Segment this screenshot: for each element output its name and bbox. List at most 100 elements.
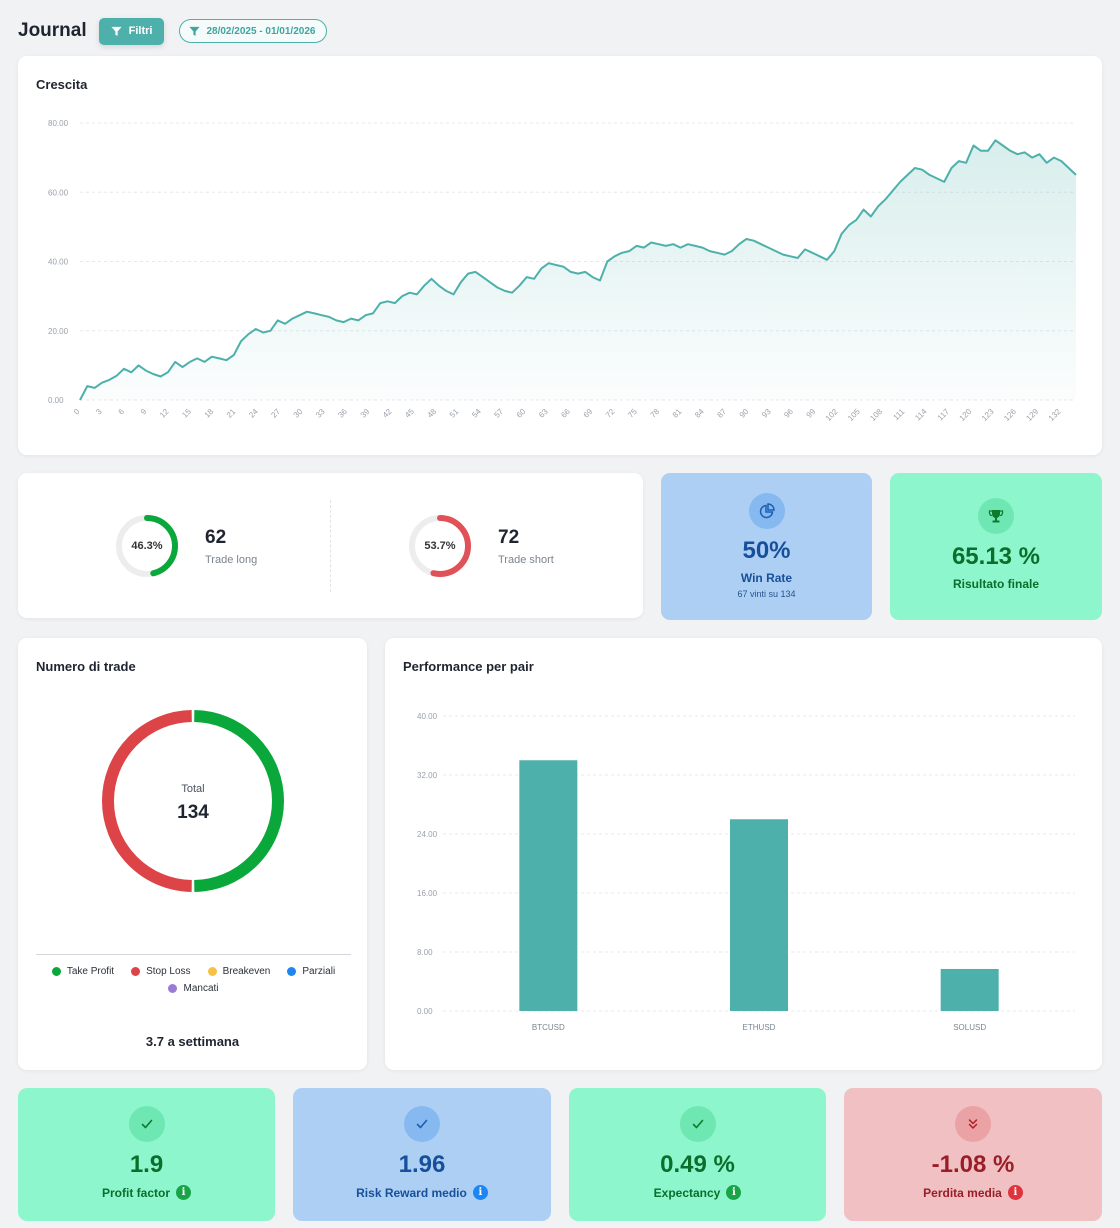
ring-progress	[409, 515, 471, 577]
long-count: 62	[205, 526, 227, 548]
long-percent: 46.3%	[131, 540, 163, 552]
donut-slice-take-profit	[194, 710, 284, 892]
pair-performance-card: 0.00 8.00 16.00 24.00 32.00 40.00 BTCUSD ETHUSD…	[385, 638, 1102, 1070]
x-tick-label: 36	[336, 407, 349, 420]
short-label: Trade short	[498, 553, 554, 566]
x-tick-label: 27	[269, 407, 282, 420]
x-tick-label: 6	[116, 407, 126, 417]
profit-factor-value: 1.9	[129, 1151, 164, 1178]
info-icon[interactable]: i	[176, 1185, 191, 1200]
pair-performance-chart: 0.00 8.00 16.00 24.00 32.00 40.00 BTCUSD ETHUSD…	[417, 712, 1075, 1032]
filter-icon	[111, 26, 122, 36]
ring-progress	[116, 515, 178, 577]
date-range-chip[interactable]: 28/02/2025 - 01/01/2026	[179, 19, 328, 43]
trades-per-week: 3.7 a settimana	[145, 1034, 240, 1049]
x-tick-label: 42	[381, 407, 394, 420]
short-trades-block: 53.7% 72 Trade short	[407, 511, 554, 581]
legend-item[interactable]: Parziali	[287, 965, 335, 977]
short-ring: 53.7%	[407, 513, 473, 579]
x-tick-label: 99	[805, 407, 818, 420]
trophy-icon	[978, 498, 1014, 534]
x-tick-label: 21	[225, 407, 238, 420]
legend-label: Breakeven	[222, 965, 271, 977]
y-tick-label: 32.00	[417, 771, 438, 780]
page-header: Journal Filtri 28/02/2025 - 01/01/2026	[18, 17, 328, 45]
x-tick-label: 54	[470, 407, 483, 420]
y-tick-label: 24.00	[417, 830, 438, 839]
legend-label: Mancati	[183, 982, 219, 994]
x-tick-label: 57	[492, 407, 505, 420]
y-tick-label: 40.00	[417, 712, 438, 721]
donut-total: 134	[177, 802, 209, 823]
bar-btcusd	[519, 760, 578, 1011]
win-rate-value: 50%	[742, 537, 791, 564]
filter-button-label: Filtri	[128, 25, 153, 37]
bar-ethusd	[730, 819, 788, 1011]
avg-loss-label: Perdita media i	[844, 1185, 1102, 1200]
x-tick-label: 33	[314, 407, 327, 420]
final-result-label: Risultato finale	[890, 577, 1102, 591]
long-ring: 46.3%	[114, 513, 180, 579]
x-tick-label: SOLUSD	[953, 1023, 986, 1032]
donut-total-label: Total	[181, 783, 205, 795]
legend-dot	[131, 966, 141, 976]
expectancy-card: 0.49 % Expectancy i	[569, 1088, 826, 1221]
legend-item[interactable]: Breakeven	[207, 965, 271, 977]
y-tick-label: 0.00	[48, 396, 64, 405]
x-tick-label: 69	[582, 407, 595, 420]
short-ring-chart	[409, 515, 471, 577]
date-range-label: 28/02/2025 - 01/01/2026	[206, 25, 316, 37]
pie-chart-icon	[748, 493, 785, 529]
x-tick-label: 105	[846, 407, 862, 423]
expectancy-label: Expectancy i	[569, 1185, 826, 1200]
legend-item[interactable]: Mancati	[168, 982, 219, 994]
win-rate-label-text: Win Rate	[740, 571, 793, 585]
x-tick-label: 96	[782, 407, 795, 420]
filter-button[interactable]: Filtri	[98, 17, 165, 45]
trade-count-title: Numero di trade	[36, 659, 136, 674]
avg-loss-label-text: Perdita media	[923, 1185, 1002, 1200]
avg-loss-card: -1.08 % Perdita media i	[844, 1088, 1102, 1221]
info-icon[interactable]: i	[1007, 1185, 1023, 1200]
risk-reward-label: Risk Reward medio i	[293, 1185, 551, 1200]
info-icon[interactable]: i	[726, 1185, 742, 1200]
profit-factor-label: Profit factor i	[18, 1185, 275, 1200]
legend-label: Stop Loss	[146, 965, 191, 977]
filter-icon	[189, 26, 201, 36]
legend-dot	[207, 966, 217, 976]
x-tick-label: 24	[247, 407, 260, 420]
win-rate-card: 50% Win Rate 67 vinti su 134	[661, 473, 872, 620]
x-tick-label: 123	[980, 407, 996, 423]
growth-chart-title: Crescita	[36, 77, 88, 92]
legend-dot	[168, 983, 178, 993]
x-tick-label: 126	[1002, 407, 1018, 423]
x-tick-label: 39	[359, 407, 372, 420]
growth-chart-card: 0.00 20.00 40.00 60.00 80.00 0 3 6 9 12 15 18 21 24 27…	[18, 56, 1102, 455]
x-tick-label: 111	[891, 407, 906, 422]
x-tick-label: 87	[715, 407, 728, 420]
x-tick-label: 9	[139, 407, 149, 417]
trade-count-card: Numero di trade Total 134 Take Profit Sto…	[18, 638, 367, 1070]
trade-count-legend: Take Profit Stop Loss Breakeven Parziali Man…	[36, 965, 351, 994]
x-tick-label: 18	[203, 407, 216, 420]
legend-label: Parziali	[302, 965, 336, 977]
y-tick-label: 0.00	[417, 1007, 433, 1016]
legend-label: Take Profit	[66, 965, 115, 977]
x-tick-label: 0	[72, 407, 82, 417]
risk-reward-card: 1.96 Risk Reward medio i	[293, 1088, 551, 1221]
y-tick-label: 40.00	[48, 258, 69, 267]
x-tick-label: 90	[738, 407, 751, 420]
short-percent: 53.7%	[424, 540, 456, 552]
info-icon[interactable]: i	[472, 1185, 488, 1200]
legend-dot	[51, 966, 61, 976]
y-tick-label: 16.00	[417, 889, 438, 898]
x-tick-label: 117	[936, 407, 952, 423]
donut-center: Total 134	[101, 709, 285, 893]
x-tick-label: 129	[1024, 407, 1040, 423]
x-tick-label: 132	[1047, 407, 1063, 423]
risk-reward-value: 1.96	[398, 1151, 446, 1178]
legend-item[interactable]: Take Profit	[51, 965, 115, 977]
legend-item[interactable]: Stop Loss	[131, 965, 191, 977]
profit-factor-card: 1.9 Profit factor i	[18, 1088, 275, 1221]
avg-loss-value: -1.08 %	[931, 1151, 1015, 1178]
